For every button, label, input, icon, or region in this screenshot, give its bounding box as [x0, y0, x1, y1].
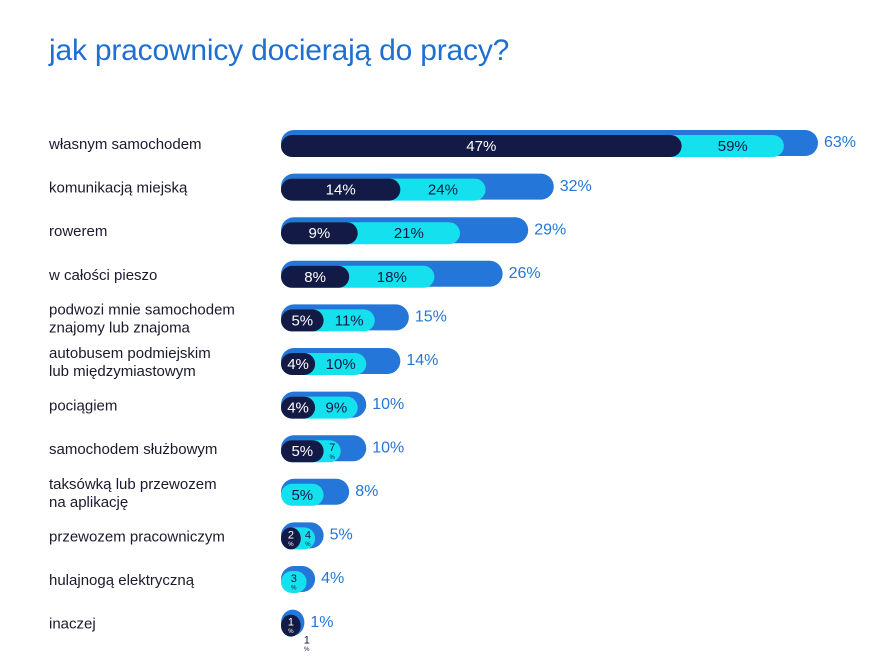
- value-label-inner-6: 4%: [287, 400, 309, 417]
- category-label-9: przewozem pracowniczym: [49, 528, 225, 545]
- bar-inner-0: [281, 135, 682, 157]
- bar-inner-3: [281, 265, 350, 288]
- value-label-middle-11-num: 1: [304, 635, 310, 647]
- value-label-outer-5: 14%: [406, 352, 438, 369]
- value-label-outer-4: 15%: [415, 309, 447, 326]
- value-label-outer-6: 10%: [372, 396, 404, 413]
- value-label-inner-2: 9%: [309, 225, 331, 242]
- bar-inner-11: [281, 614, 301, 637]
- chart-title: jak pracownicy docierają do pracy?: [49, 34, 510, 67]
- value-label-middle-0: 59%: [718, 138, 748, 155]
- value-label-outer-2: 29%: [534, 221, 566, 238]
- value-label-middle-9-num: 4: [305, 529, 311, 541]
- value-label-inner-4: 5%: [291, 312, 313, 329]
- value-label-inner-9-num: 2: [288, 529, 294, 541]
- value-label-inner-1: 14%: [326, 182, 356, 199]
- category-label-4-line-1: znajomy lub znajoma: [49, 319, 191, 336]
- category-label-0: własnym samochodem: [48, 136, 202, 153]
- value-label-middle-3: 18%: [377, 269, 407, 286]
- value-label-outer-8: 8%: [355, 483, 378, 500]
- value-label-middle-2: 21%: [394, 225, 424, 242]
- category-label-5-line-1: lub międzymiastowym: [49, 363, 196, 380]
- category-label-6: pociągiem: [49, 398, 117, 415]
- bar-inner-2: [281, 222, 358, 245]
- value-label-outer-3: 26%: [509, 265, 541, 282]
- bar-inner-4: [281, 309, 324, 332]
- value-label-middle-9-suffix: %: [305, 542, 311, 548]
- value-label-inner-5: 4%: [287, 356, 309, 373]
- category-label-2: rowerem: [49, 223, 107, 240]
- bar-middle-8: [281, 483, 324, 506]
- value-label-outer-1: 32%: [560, 178, 592, 195]
- category-label-7: samochodem służbowym: [49, 441, 217, 458]
- value-label-middle-6: 9%: [326, 400, 348, 417]
- value-label-middle-8: 5%: [291, 487, 313, 504]
- category-label-10: hulajnogą elektryczną: [49, 572, 195, 589]
- category-label-8-line-0: taksówką lub przewozem: [49, 476, 217, 493]
- value-label-outer-10: 4%: [321, 570, 344, 587]
- value-label-inner-9-suffix: %: [288, 542, 294, 548]
- value-label-middle-1: 24%: [428, 182, 458, 199]
- value-label-inner-11-suffix: %: [288, 629, 294, 635]
- bar-inner-5: [281, 353, 316, 375]
- category-label-11: inaczej: [49, 616, 96, 633]
- value-label-outer-7: 10%: [372, 439, 404, 456]
- category-label-4-line-0: podwozi mnie samochodem: [49, 301, 235, 318]
- category-label-3: w całości pieszo: [48, 267, 157, 284]
- value-label-middle-7-suffix: %: [329, 455, 335, 461]
- category-label-5-line-0: autobusem podmiejskim: [49, 345, 211, 362]
- value-label-inner-3: 8%: [304, 269, 326, 286]
- bar-inner-9: [281, 527, 301, 550]
- value-label-inner-0: 47%: [466, 138, 496, 155]
- bar-inner-7: [281, 440, 324, 463]
- value-label-outer-9: 5%: [330, 527, 353, 544]
- bar-middle-10: [281, 571, 307, 593]
- value-label-middle-10-num: 3: [291, 573, 297, 585]
- value-label-middle-4: 11%: [335, 312, 364, 329]
- value-label-outer-0: 63%: [824, 134, 856, 151]
- bar-inner-6: [281, 396, 316, 419]
- value-label-inner-7: 5%: [291, 443, 313, 460]
- value-label-middle-10-suffix: %: [291, 586, 297, 592]
- value-label-middle-7-num: 7: [329, 442, 335, 454]
- bar-inner-1: [281, 178, 401, 201]
- value-label-outer-11: 1%: [310, 614, 333, 631]
- category-label-1: komunikacją miejską: [49, 180, 188, 197]
- value-label-middle-11-suffix: %: [304, 647, 310, 653]
- category-label-8-line-1: na aplikację: [49, 494, 128, 511]
- value-label-inner-11-num: 1: [288, 617, 294, 629]
- value-label-middle-5: 10%: [326, 356, 356, 373]
